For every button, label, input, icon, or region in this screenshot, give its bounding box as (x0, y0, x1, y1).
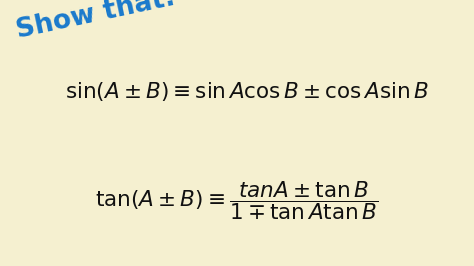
Text: $\sin(A \pm B) \equiv \sin A \cos B \pm \cos A \sin B$: $\sin(A \pm B) \equiv \sin A \cos B \pm … (64, 80, 428, 103)
Text: $\tan(A \pm B) \equiv \dfrac{\mathit{tan}A \pm \tan B}{1 \mp \tan A \tan B}$: $\tan(A \pm B) \equiv \dfrac{\mathit{tan… (95, 180, 379, 222)
Text: Show that:: Show that: (14, 0, 178, 44)
